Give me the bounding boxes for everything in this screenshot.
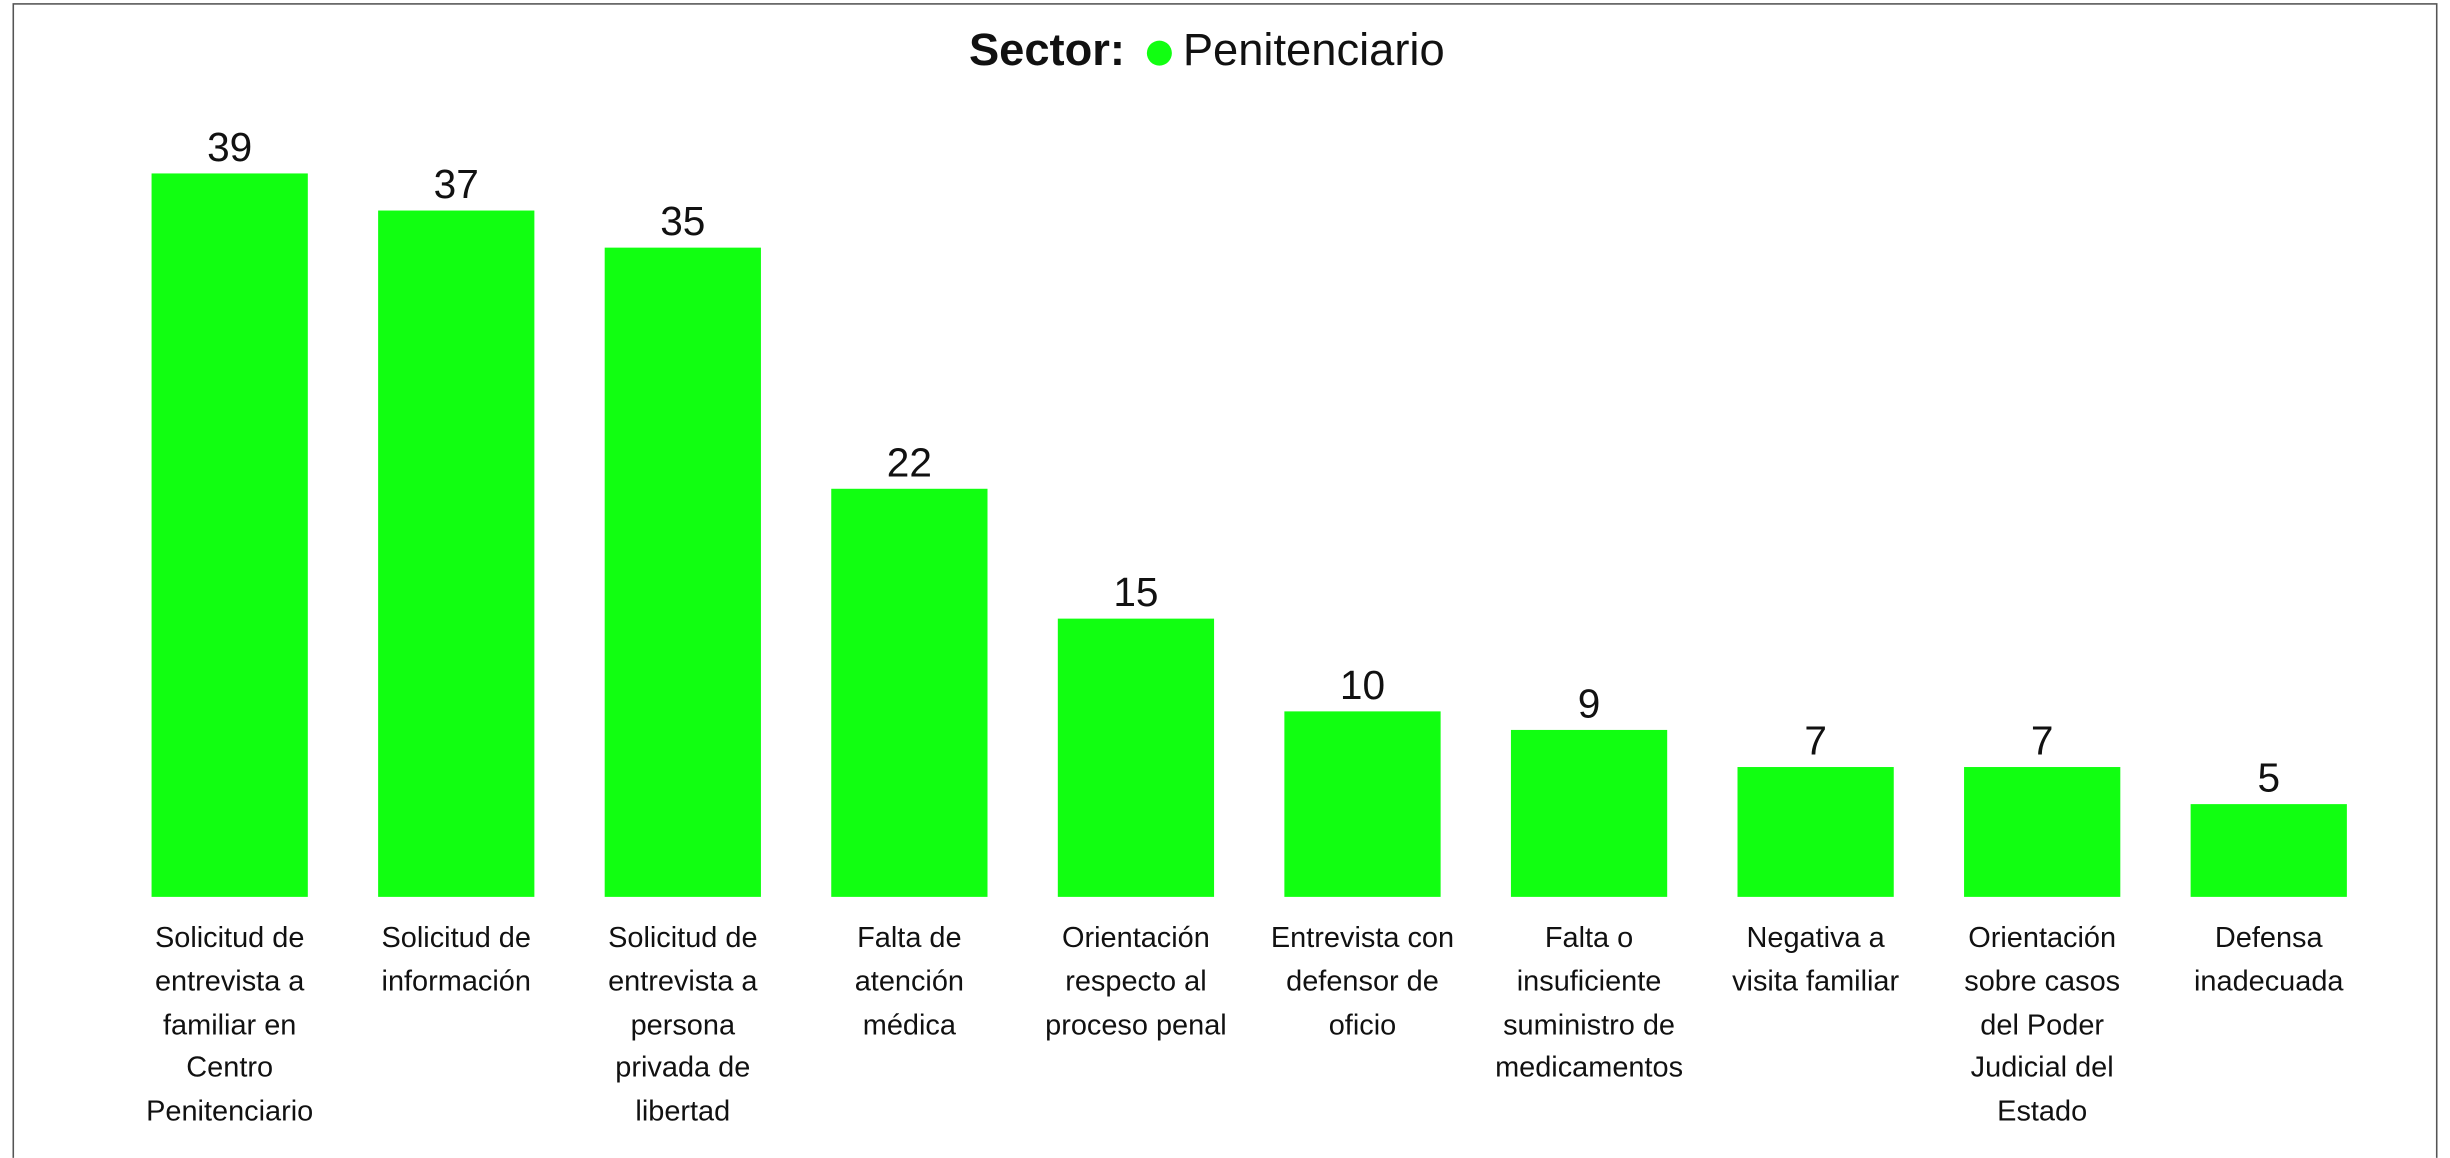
x-tick-label: Orientación sobre casos del Poder Judici… [1964,920,2121,1127]
bar [1284,711,1441,897]
legend-label: Penitenciario [1183,24,1445,75]
bar [378,210,535,897]
bar [151,173,308,897]
x-tick-label: Entrevista con defensor de oficio [1270,920,1455,1040]
chart-border [12,3,2438,1158]
value-label: 7 [2031,718,2054,764]
bar [1510,729,1668,897]
value-label: 5 [2257,755,2280,801]
x-tick-label: Falta de atención médica [854,920,965,1040]
bar [831,488,988,897]
x-tick-label: Orientación respecto al proceso penal [1045,920,1227,1040]
value-label: 10 [1340,662,1385,708]
x-tick-label: Falta o insuficiente suministro de medic… [1495,920,1684,1084]
x-tick-label: Solicitud de información [381,920,531,997]
chart-title: Sector: [969,24,1125,75]
value-label: 39 [207,124,252,170]
bar [1964,767,2121,897]
value-label: 35 [660,198,705,244]
value-label: 7 [1804,718,1827,764]
x-tick-label: Negativa a visita familiar [1732,920,1900,997]
bar [1737,767,1894,897]
x-tick-label: Solicitud de entrevista a persona privad… [608,920,758,1127]
x-tick-label: Defensa inadecuada [2193,920,2344,997]
value-label: 9 [1578,680,1601,726]
bar [1057,618,1215,897]
bar [604,247,761,897]
value-label: 22 [887,439,932,485]
x-tick-label: Solicitud de entrevista a familiar en Ce… [146,920,314,1127]
legend-marker [1146,40,1172,66]
bar [2190,804,2347,897]
value-label: 15 [1113,569,1158,615]
value-label: 37 [434,161,479,207]
